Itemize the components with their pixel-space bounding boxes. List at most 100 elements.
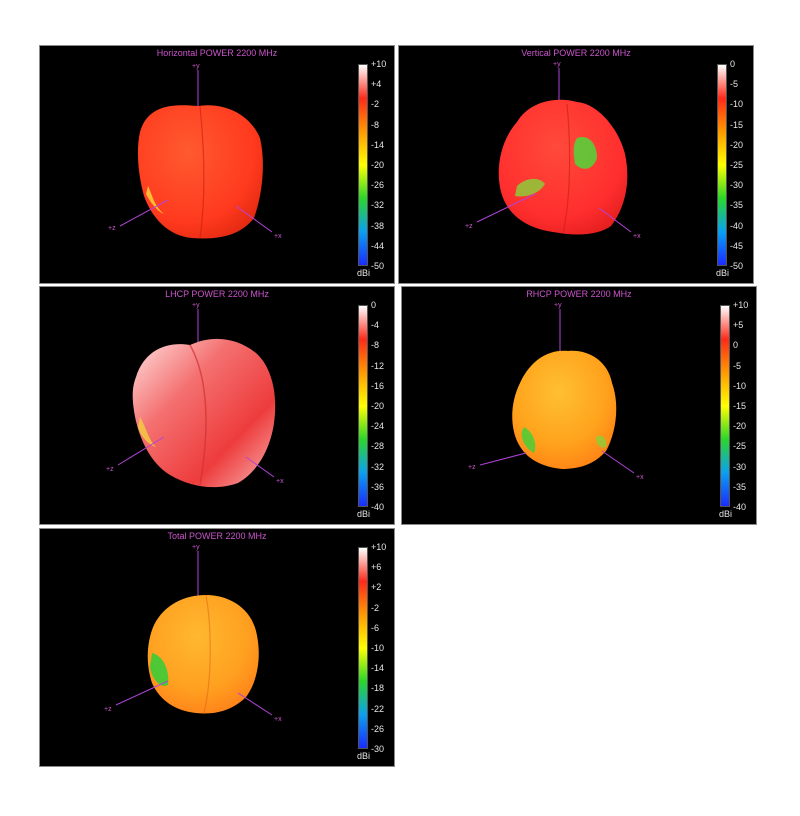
vertical-pattern-plot: +y +z +x <box>465 61 641 240</box>
panel-title: Vertical POWER 2200 MHz <box>521 48 631 58</box>
x-axis-label: +x <box>274 233 282 240</box>
x-axis-label: +x <box>633 233 641 240</box>
colorbar-unit: dBi <box>357 751 371 761</box>
colorbar-tick-label: +2 <box>371 582 382 593</box>
horizontal-pattern-plot: +y +z +x <box>108 63 282 240</box>
colorbar-tick-label: -10 <box>371 643 385 653</box>
colorbar-tick-label: -32 <box>371 461 385 472</box>
colorbar-tick-label: +4 <box>371 79 382 90</box>
colorbar-tick-label: -30 <box>371 744 385 754</box>
vertical-surface-crease <box>562 103 571 235</box>
colorbar-unit: dBi <box>719 509 733 519</box>
lhcp-power-panel: +y +z +x LHCP POWER 2200 MHz 0 -4 -8 -12 -16… <box>39 286 395 525</box>
colorbar-tick-label: -15 <box>730 119 744 130</box>
colorbar-tick-label: -38 <box>371 220 385 231</box>
vertical-pattern-surface <box>498 99 628 235</box>
x-axis-line <box>235 205 273 233</box>
colorbar-tick-label: +6 <box>371 562 382 573</box>
colorbar-tick-label: -36 <box>371 481 385 492</box>
colorbar-tick-label: -20 <box>371 401 385 411</box>
colorbar-tick-label: -28 <box>371 441 385 452</box>
lhcp-pattern-plot: +y +z +x <box>106 302 284 488</box>
colorbar-tick-label: +5 <box>733 320 744 331</box>
x-axis-line <box>245 456 275 478</box>
panel-title: Horizontal POWER 2200 MHz <box>156 48 278 58</box>
horizontal-surface-crease <box>199 105 205 239</box>
colorbar-tick-label: 0 <box>730 59 736 69</box>
horizontal-pattern-surface <box>137 105 263 239</box>
y-axis-label: +y <box>554 302 562 309</box>
colorbar-tick-label: -8 <box>371 119 380 130</box>
colorbar-tick-label: -24 <box>371 421 385 432</box>
z-axis-label: +z <box>468 464 476 471</box>
z-axis-line <box>476 193 536 223</box>
y-axis-label: +y <box>192 63 200 70</box>
colorbar-tick-label: +10 <box>733 300 749 310</box>
x-axis-label: +x <box>274 716 282 723</box>
rhcp-pattern-surface <box>512 350 617 469</box>
y-axis-label: +y <box>553 61 561 68</box>
colorbar-tick-label: -40 <box>371 502 385 512</box>
colorbar-tick-label: -10 <box>730 99 744 110</box>
rhcp-green-region <box>521 427 536 453</box>
y-axis-label: +y <box>192 544 200 551</box>
panel-title: Total POWER 2200 MHz <box>167 531 267 541</box>
z-axis-line <box>479 452 527 466</box>
rhcp-power-panel: +y +z +x RHCP POWER 2200 MHz +10 +5 0 -5 -10… <box>401 286 757 525</box>
colorbar-tick-label: -18 <box>371 683 385 694</box>
colorbar-tick-label: -25 <box>730 160 744 170</box>
colorbar-tick-label: 0 <box>371 300 377 310</box>
colorbar-tick-label: -2 <box>371 602 380 613</box>
lhcp-surface-crease <box>189 344 207 486</box>
colorbar-tick-label: -14 <box>371 663 385 674</box>
colorbar-tick-label: -50 <box>371 261 385 271</box>
colorbar-tick-label: -26 <box>371 180 385 191</box>
colorbar <box>358 64 368 266</box>
total-surface-crease <box>203 594 211 714</box>
colorbar <box>358 547 368 749</box>
colorbar-tick-label: 0 <box>733 340 739 351</box>
vertical-power-panel: +y +z +x Vertical POWER 2200 MHz 0 -5 -10 -… <box>398 45 754 284</box>
colorbar-tick-label: -6 <box>371 622 380 633</box>
colorbar-tick-label: -35 <box>733 481 747 492</box>
vertical-green-region <box>573 136 597 169</box>
z-axis-label: +z <box>104 706 112 713</box>
lhcp-yellow-region <box>138 417 156 447</box>
z-axis-label: +z <box>106 466 114 473</box>
colorbar-tick-label: -30 <box>733 461 747 472</box>
colorbar-tick-label: -4 <box>371 320 380 331</box>
rhcp-green-region-right <box>596 435 607 448</box>
panel-title: RHCP POWER 2200 MHz <box>526 289 632 299</box>
colorbar-tick-label: -5 <box>730 79 739 90</box>
z-axis-line <box>115 680 169 706</box>
colorbar-tick-label: -8 <box>371 340 380 351</box>
colorbar-tick-label: -22 <box>371 703 385 714</box>
colorbar-tick-label: -14 <box>371 139 385 150</box>
vertical-green-region-lower <box>515 178 545 197</box>
colorbar-tick-label: -16 <box>371 380 385 391</box>
colorbar-tick-label: -26 <box>371 723 385 734</box>
colorbar-tick-label: -25 <box>733 441 747 452</box>
colorbar-tick-label: -20 <box>730 139 744 150</box>
colorbar-tick-label: -44 <box>371 240 385 251</box>
z-axis-line <box>119 199 169 227</box>
colorbar-tick-label: -5 <box>733 360 742 371</box>
x-axis-line <box>601 450 635 474</box>
x-axis-line <box>598 207 632 233</box>
colorbar <box>720 305 730 507</box>
colorbar-tick-label: -45 <box>730 240 744 251</box>
colorbar-tick-label: -20 <box>733 421 747 432</box>
x-axis-label: +x <box>276 478 284 485</box>
colorbar-tick-label: -40 <box>730 220 744 231</box>
lhcp-pattern-surface <box>132 338 276 488</box>
colorbar <box>358 305 368 507</box>
colorbar-tick-label: -40 <box>733 502 747 512</box>
colorbar-tick-label: -12 <box>371 360 385 371</box>
colorbar-tick-label: +10 <box>371 542 387 552</box>
colorbar-tick-label: -15 <box>733 401 747 411</box>
y-axis-label: +y <box>192 302 200 309</box>
x-axis-label: +x <box>636 474 644 481</box>
z-axis-label: +z <box>108 225 116 232</box>
colorbar-tick-label: -35 <box>730 200 744 211</box>
colorbar-unit: dBi <box>357 268 371 278</box>
